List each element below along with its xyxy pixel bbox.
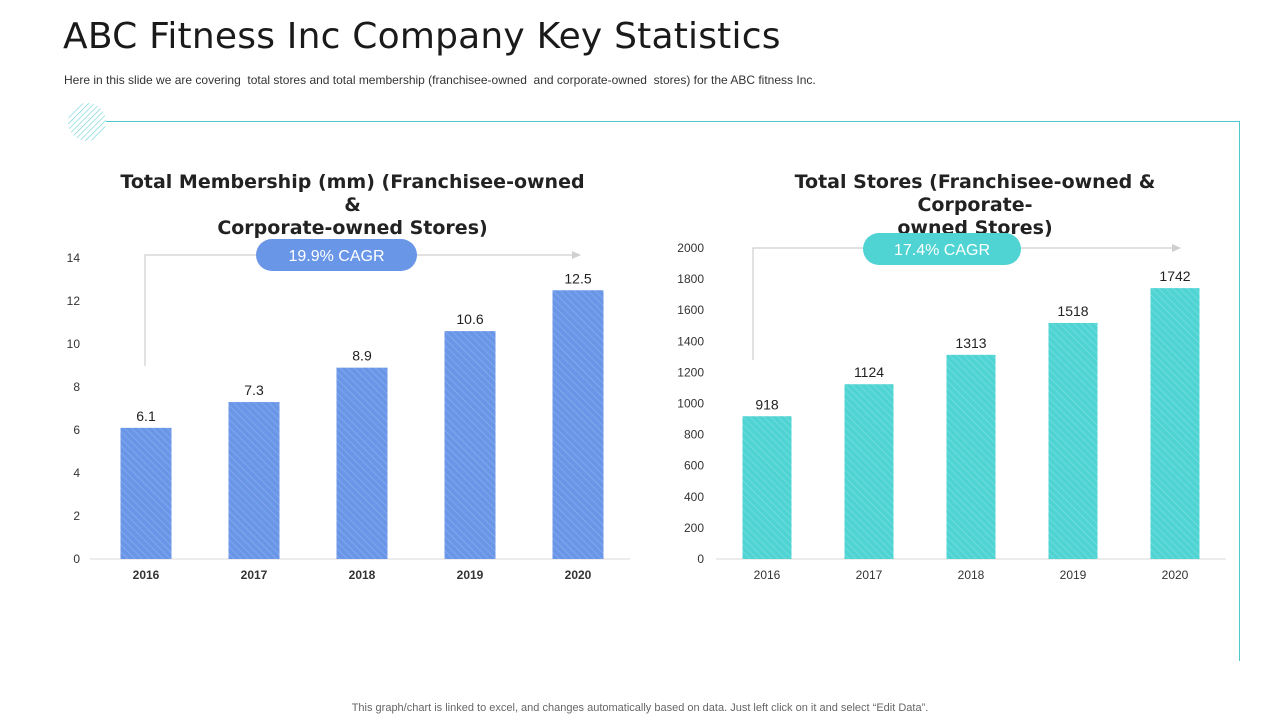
stores-x-tick-2017: 2017 (856, 568, 883, 582)
stores-cagr-badge (863, 233, 1021, 265)
membership-y-tick: 6 (73, 423, 80, 437)
stores-y-tick: 1000 (677, 397, 704, 411)
membership-y-tick: 4 (73, 466, 80, 480)
membership-data-label-2018: 8.9 (352, 348, 372, 364)
membership-bar-2018[interactable] (336, 367, 388, 559)
slide-title: ABC Fitness Inc Company Key Statistics (63, 16, 781, 57)
stores-x-tick-2018: 2018 (958, 568, 985, 582)
membership-chart[interactable]: 19.9% CAGR 0 2 4 6 8 10 12 14 6.1 2016 7.3 2017 8.9 20… (67, 239, 630, 582)
membership-y-tick: 0 (73, 552, 80, 566)
stores-x-tick-2020: 2020 (1162, 568, 1189, 582)
membership-x-tick-2016: 2016 (133, 568, 160, 582)
frame-right-line (1239, 121, 1240, 661)
membership-chart-title-line-1: Total Membership (mm) (Franchisee-owned … (120, 171, 585, 216)
membership-data-label-2017: 7.3 (244, 382, 264, 398)
membership-data-label-2019: 10.6 (456, 311, 483, 327)
stores-bar-2016[interactable] (742, 416, 792, 559)
frame-top-line (106, 121, 1240, 122)
stores-chart[interactable]: 17.4% CAGR 0 200 400 600 800 1000 1200 1400 1600 1… (677, 233, 1226, 582)
membership-x-tick-2017: 2017 (241, 568, 268, 582)
membership-data-label-2020: 12.5 (564, 270, 591, 286)
stores-data-label-2020: 1742 (1159, 268, 1190, 284)
membership-bar-2016[interactable] (120, 427, 172, 559)
membership-y-tick: 10 (67, 337, 81, 351)
stores-chart-title-line-1: Total Stores (Franchisee-owned & Corpora… (794, 171, 1156, 216)
membership-data-label-2016: 6.1 (136, 408, 156, 424)
stores-y-tick: 800 (684, 428, 704, 442)
stores-bar-2017[interactable] (844, 384, 894, 559)
stores-bar-2019[interactable] (1048, 322, 1098, 559)
membership-cagr-arrow (144, 251, 581, 366)
membership-cagr-badge (256, 239, 417, 271)
membership-y-tick: 12 (67, 294, 81, 308)
membership-chart-title: Total Membership (mm) (Franchisee-owned … (120, 171, 585, 240)
stores-chart-title: Total Stores (Franchisee-owned & Corpora… (745, 171, 1205, 240)
footer-note: This graph/chart is linked to excel, and… (351, 702, 929, 714)
stores-y-tick: 600 (684, 459, 704, 473)
membership-y-tick: 14 (67, 251, 81, 265)
stores-y-tick: 400 (684, 490, 704, 504)
membership-chart-title-line-2: Corporate-owned Stores) (217, 217, 488, 239)
membership-bar-2020[interactable] (552, 290, 604, 559)
membership-x-tick-2019: 2019 (457, 568, 484, 582)
stores-data-label-2016: 918 (755, 396, 779, 412)
stores-y-tick: 200 (684, 521, 704, 535)
stores-y-tick: 0 (697, 552, 704, 566)
membership-y-tick: 8 (73, 380, 80, 394)
stores-y-tick: 2000 (677, 241, 704, 255)
decorative-hatched-circle-icon (68, 103, 106, 141)
stores-x-tick-2019: 2019 (1060, 568, 1087, 582)
stores-cagr-label: 17.4% CAGR (894, 242, 990, 259)
stores-data-label-2017: 1124 (854, 364, 884, 380)
stores-bar-2020[interactable] (1150, 288, 1200, 559)
membership-y-tick: 2 (73, 509, 80, 523)
stores-y-tick: 1800 (677, 272, 704, 286)
membership-x-tick-2020: 2020 (565, 568, 592, 582)
membership-bar-2017[interactable] (228, 402, 280, 559)
stores-y-tick: 1400 (677, 334, 704, 348)
membership-x-tick-2018: 2018 (349, 568, 376, 582)
stores-bar-2018[interactable] (946, 354, 996, 559)
stores-data-label-2018: 1313 (955, 335, 986, 351)
stores-x-tick-2016: 2016 (754, 568, 781, 582)
stores-y-tick: 1200 (677, 365, 704, 379)
stores-y-tick: 1600 (677, 303, 704, 317)
membership-bar-2019[interactable] (444, 331, 496, 559)
slide-subtitle: Here in this slide we are covering total… (64, 73, 816, 87)
stores-data-label-2019: 1518 (1057, 303, 1088, 319)
membership-cagr-label: 19.9% CAGR (288, 248, 384, 265)
stores-cagr-arrow (752, 244, 1181, 360)
